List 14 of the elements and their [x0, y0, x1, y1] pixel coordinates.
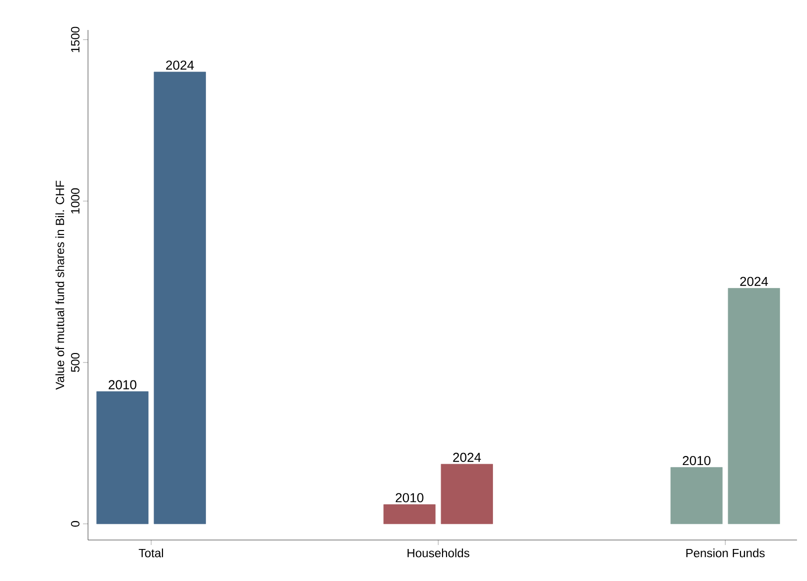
- series-label: 2024: [453, 452, 481, 462]
- text: 2024: [166, 60, 194, 70]
- series-label: 2010: [396, 493, 424, 502]
- y-tick-label: 1500: [71, 26, 80, 52]
- text: 2010: [108, 380, 136, 390]
- x-tick-label: Pension Funds: [686, 548, 765, 558]
- text: 2024: [740, 276, 768, 286]
- x-tick-label: Households: [408, 548, 470, 558]
- y-tick-label: 1000: [71, 188, 80, 214]
- x-tick-label: Total: [138, 548, 163, 558]
- y-tick-label: 0: [71, 520, 80, 527]
- text: 2010: [682, 456, 710, 466]
- y-tick-label: 500: [71, 352, 80, 372]
- y-axis-title: Value of mutual fund shares in Bil. CHF: [55, 180, 64, 390]
